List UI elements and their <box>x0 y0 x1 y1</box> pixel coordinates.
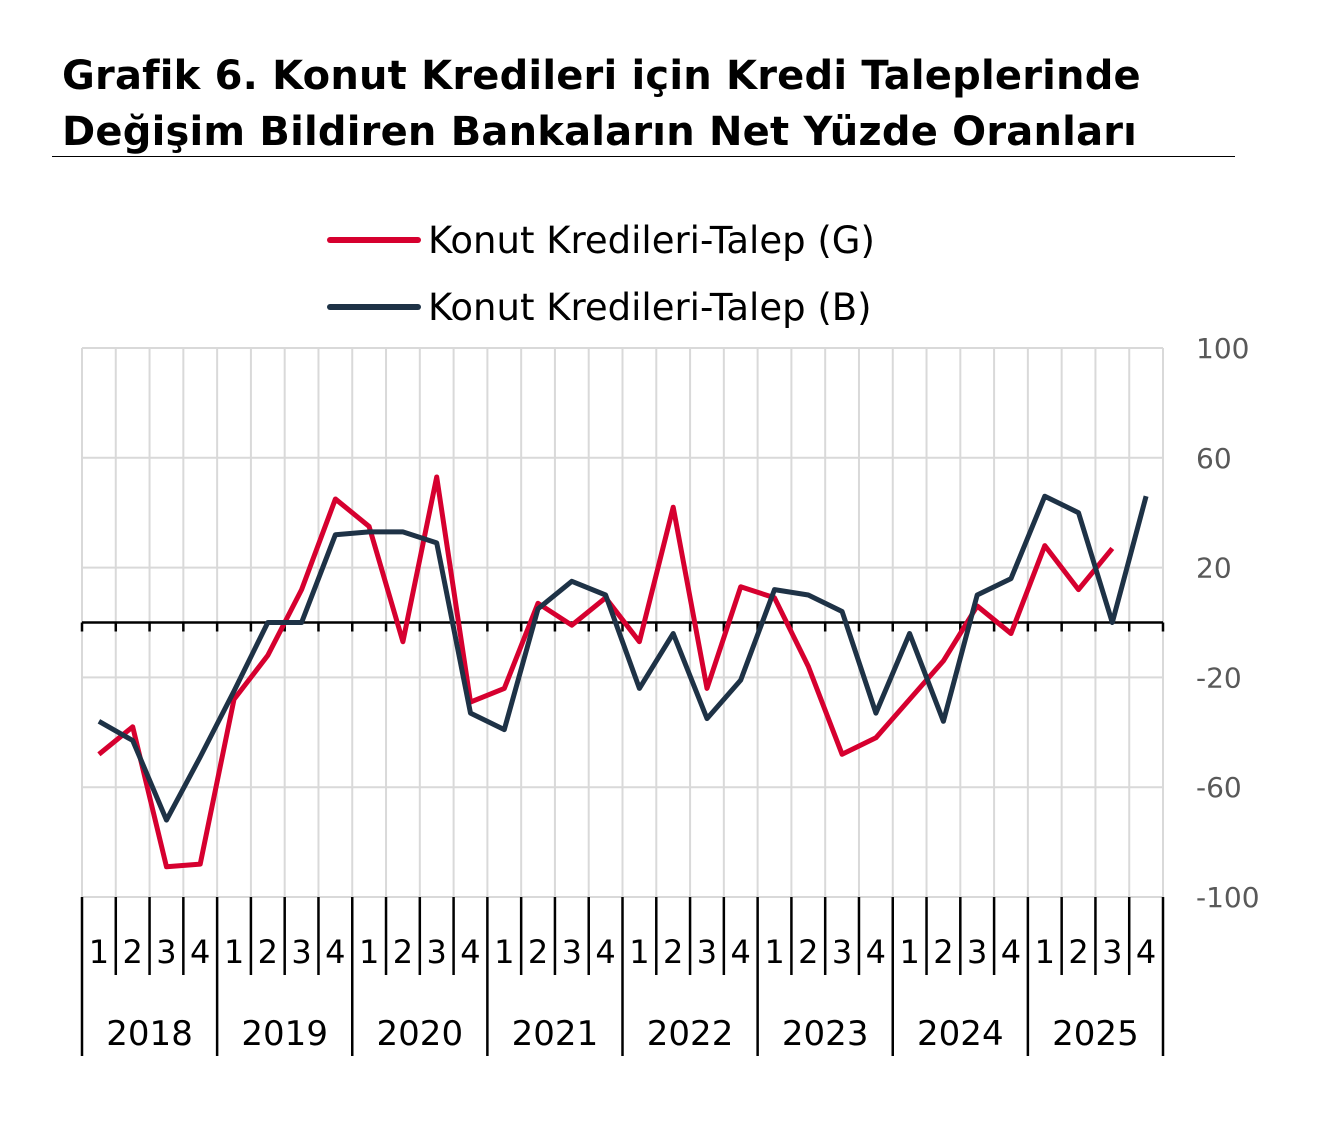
title-underline <box>52 156 1235 157</box>
chart-title-line-1: Grafik 6. Konut Kredileri için Kredi Tal… <box>62 53 1141 99</box>
quarter-label: 2 <box>663 933 683 971</box>
quarter-label: 1 <box>629 933 649 971</box>
y-tick-label: 100 <box>1196 332 1249 365</box>
quarter-label: 3 <box>156 933 176 971</box>
quarter-label: 4 <box>1136 933 1156 971</box>
chart-title: Grafik 6. Konut Kredileri için Kredi Tal… <box>62 48 1141 160</box>
quarter-label: 4 <box>1001 933 1021 971</box>
quarter-label: 3 <box>1102 933 1122 971</box>
y-tick-label: 20 <box>1196 552 1232 585</box>
quarter-label: 2 <box>122 933 142 971</box>
quarter-label: 2 <box>798 933 818 971</box>
legend-label: Konut Kredileri-Talep (G) <box>428 219 875 262</box>
quarter-label: 1 <box>89 933 109 971</box>
quarter-label: 1 <box>899 933 919 971</box>
quarter-label: 1 <box>359 933 379 971</box>
y-tick-label: -100 <box>1196 881 1260 914</box>
quarter-label: 1 <box>494 933 514 971</box>
quarter-label: 4 <box>731 933 751 971</box>
year-label: 2022 <box>647 1014 734 1054</box>
year-label: 2021 <box>512 1014 599 1054</box>
quarter-label: 3 <box>291 933 311 971</box>
year-label: 2018 <box>106 1014 193 1054</box>
series-lines <box>97 474 1149 870</box>
quarter-label: 4 <box>460 933 480 971</box>
quarter-label: 3 <box>697 933 717 971</box>
legend-label: Konut Kredileri-Talep (B) <box>428 286 872 329</box>
year-label: 2019 <box>241 1014 328 1054</box>
quarter-label: 4 <box>866 933 886 971</box>
chart-title-line-2: Değişim Bildiren Bankaların Net Yüzde Or… <box>62 109 1138 155</box>
quarter-label: 3 <box>832 933 852 971</box>
quarter-label: 2 <box>258 933 278 971</box>
y-tick-label: 60 <box>1196 442 1232 475</box>
quarter-label: 2 <box>933 933 953 971</box>
quarter-label: 4 <box>190 933 210 971</box>
series-line-b <box>97 493 1149 823</box>
y-tick-label: -60 <box>1196 771 1242 804</box>
quarter-label: 1 <box>764 933 784 971</box>
year-label: 2023 <box>782 1014 869 1054</box>
year-label: 2024 <box>917 1014 1004 1054</box>
quarter-label: 2 <box>1068 933 1088 971</box>
quarter-label: 3 <box>967 933 987 971</box>
quarter-label: 1 <box>224 933 244 971</box>
quarter-label: 2 <box>393 933 413 971</box>
y-tick-label: -20 <box>1196 661 1242 694</box>
quarter-label: 4 <box>325 933 345 971</box>
year-label: 2025 <box>1052 1014 1139 1054</box>
year-label: 2020 <box>377 1014 464 1054</box>
quarter-label: 4 <box>595 933 615 971</box>
legend: Konut Kredileri-Talep (G) Konut Kredileri… <box>327 219 875 329</box>
quarter-label: 3 <box>427 933 447 971</box>
quarter-label: 3 <box>562 933 582 971</box>
quarter-label: 2 <box>528 933 548 971</box>
quarter-label: 1 <box>1035 933 1055 971</box>
